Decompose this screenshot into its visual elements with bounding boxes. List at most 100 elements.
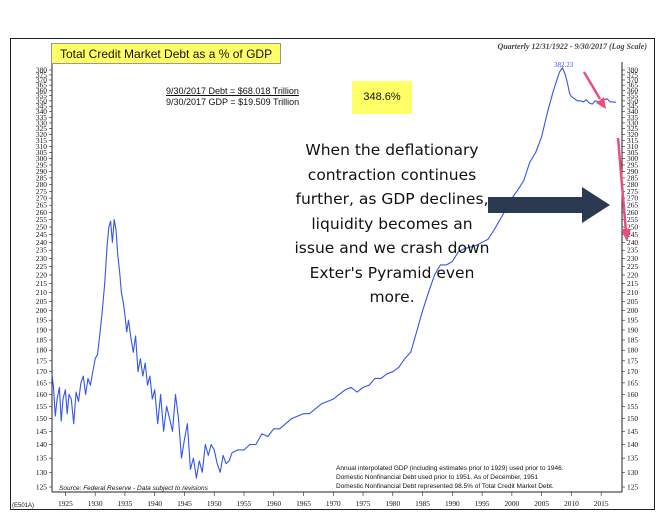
y-tick-label: 225 bbox=[36, 262, 47, 271]
y-tick-label: 170 bbox=[627, 367, 638, 376]
y-tick-label: 365 bbox=[36, 81, 47, 90]
y-tick-label: 335 bbox=[36, 113, 47, 122]
y-tick-label: 180 bbox=[36, 346, 47, 355]
x-tick-label: 2010 bbox=[564, 499, 579, 508]
y-tick-label: 360 bbox=[627, 86, 638, 95]
y-tick-label: 165 bbox=[36, 378, 47, 387]
debt-row: 9/30/2017 Debt = $68.018 Trillion bbox=[166, 86, 299, 96]
y-axis-right-ticks: 1251301351401451501551601651701751801851… bbox=[622, 66, 638, 492]
y-tick-label: 230 bbox=[627, 254, 638, 263]
y-tick-label: 355 bbox=[627, 91, 638, 100]
y-tick-label: 265 bbox=[627, 201, 638, 210]
x-tick-label: 1950 bbox=[207, 499, 222, 508]
y-tick-label: 285 bbox=[627, 173, 638, 182]
y-tick-label: 380 bbox=[36, 66, 47, 75]
y-tick-label: 135 bbox=[36, 454, 47, 463]
y-tick-label: 145 bbox=[627, 427, 638, 436]
y-tick-label: 285 bbox=[36, 173, 47, 182]
y-tick-label: 305 bbox=[627, 148, 638, 157]
x-tick-label: 1980 bbox=[385, 499, 400, 508]
x-tick-label: 1985 bbox=[415, 499, 430, 508]
y-tick-label: 145 bbox=[36, 427, 47, 436]
big-right-arrow-icon bbox=[488, 187, 610, 223]
y-tick-label: 320 bbox=[627, 130, 638, 139]
series-line-1 bbox=[51, 67, 617, 479]
red-arrow-down-icon bbox=[616, 137, 628, 233]
y-tick-label: 195 bbox=[627, 316, 638, 325]
y-tick-label: 190 bbox=[36, 325, 47, 334]
y-tick-label: 300 bbox=[627, 154, 638, 163]
y-tick-label: 235 bbox=[627, 246, 638, 255]
x-tick-label: 1995 bbox=[475, 499, 490, 508]
series-lines bbox=[51, 67, 617, 479]
y-tick-label: 130 bbox=[627, 468, 638, 477]
y-tick-label: 260 bbox=[627, 208, 638, 217]
y-tick-label: 140 bbox=[627, 440, 638, 449]
y-tick-label: 295 bbox=[627, 160, 638, 169]
chart-axes bbox=[51, 62, 623, 493]
y-tick-label: 210 bbox=[627, 288, 638, 297]
x-tick-label: 1975 bbox=[356, 499, 371, 508]
y-tick-label: 260 bbox=[36, 208, 47, 217]
x-axis-ticks: 1925 1930 1935 1940 1945 1950 1955 1960 1965 1970… bbox=[58, 492, 609, 508]
ratio-badge: 348.6% bbox=[352, 81, 412, 114]
footnote-line: Domestic Nonfinancial Debt used prior to… bbox=[336, 474, 538, 481]
y-tick-label: 280 bbox=[627, 180, 638, 189]
y-tick-label: 230 bbox=[36, 254, 47, 263]
y-tick-label: 255 bbox=[627, 215, 638, 224]
y-tick-label: 215 bbox=[36, 279, 47, 288]
x-tick-label: 2015 bbox=[594, 499, 609, 508]
y-tick-label: 300 bbox=[36, 154, 47, 163]
y-tick-label: 290 bbox=[36, 167, 47, 176]
y-tick-label: 215 bbox=[627, 279, 638, 288]
y-tick-label: 370 bbox=[627, 76, 638, 85]
red-arrowhead-peak-icon bbox=[596, 97, 606, 109]
y-tick-label: 150 bbox=[627, 414, 638, 423]
y-tick-label: 330 bbox=[36, 118, 47, 127]
chart-title: Total Credit Market Debt as a % of GDP bbox=[51, 43, 281, 64]
y-tick-label: 305 bbox=[36, 148, 47, 157]
y-tick-label: 165 bbox=[627, 378, 638, 387]
y-tick-label: 330 bbox=[627, 118, 638, 127]
y-tick-label: 375 bbox=[36, 70, 47, 79]
gdp-row: 9/30/2017 GDP = $19.509 Trillion bbox=[166, 97, 300, 107]
y-tick-label: 170 bbox=[36, 367, 47, 376]
y-tick-label: 325 bbox=[627, 124, 638, 133]
x-tick-label: 1940 bbox=[147, 499, 162, 508]
y-tick-label: 345 bbox=[36, 102, 47, 111]
y-tick-label: 220 bbox=[627, 270, 638, 279]
y-tick-label: 350 bbox=[36, 96, 47, 105]
y-tick-label: 135 bbox=[627, 454, 638, 463]
y-tick-label: 280 bbox=[36, 180, 47, 189]
y-tick-label: 295 bbox=[36, 160, 47, 169]
red-arrow-peak-icon bbox=[582, 71, 602, 100]
y-tick-label: 345 bbox=[627, 102, 638, 111]
peak-value-label: 382.23 bbox=[554, 61, 574, 69]
y-tick-label: 275 bbox=[627, 187, 638, 196]
y-tick-label: 180 bbox=[627, 346, 638, 355]
y-tick-label: 275 bbox=[36, 187, 47, 196]
y-tick-label: 160 bbox=[627, 390, 638, 399]
y-tick-label: 340 bbox=[627, 107, 638, 116]
footnote-line: Domestic Nonfinancial Debt represented 9… bbox=[336, 483, 554, 490]
source-note: Source: Federal Reserve - Data subject t… bbox=[59, 485, 208, 492]
y-tick-label: 360 bbox=[36, 86, 47, 95]
y-tick-label: 200 bbox=[36, 306, 47, 315]
y-tick-label: 245 bbox=[36, 230, 47, 239]
y-tick-label: 265 bbox=[36, 201, 47, 210]
y-tick-label: 205 bbox=[627, 297, 638, 306]
y-tick-label: 240 bbox=[36, 238, 47, 247]
y-tick-label: 195 bbox=[36, 316, 47, 325]
y-tick-label: 315 bbox=[627, 136, 638, 145]
y-tick-label: 290 bbox=[627, 167, 638, 176]
y-tick-label: 365 bbox=[627, 81, 638, 90]
y-tick-label: 225 bbox=[627, 262, 638, 271]
y-tick-label: 220 bbox=[36, 270, 47, 279]
y-tick-label: 235 bbox=[36, 246, 47, 255]
y-tick-label: 325 bbox=[36, 124, 47, 133]
y-tick-label: 335 bbox=[627, 113, 638, 122]
y-tick-label: 250 bbox=[36, 223, 47, 232]
y-tick-label: 240 bbox=[627, 238, 638, 247]
x-tick-label: 1945 bbox=[177, 499, 192, 508]
annotation-text: When the deflationary contraction contin… bbox=[294, 141, 490, 306]
